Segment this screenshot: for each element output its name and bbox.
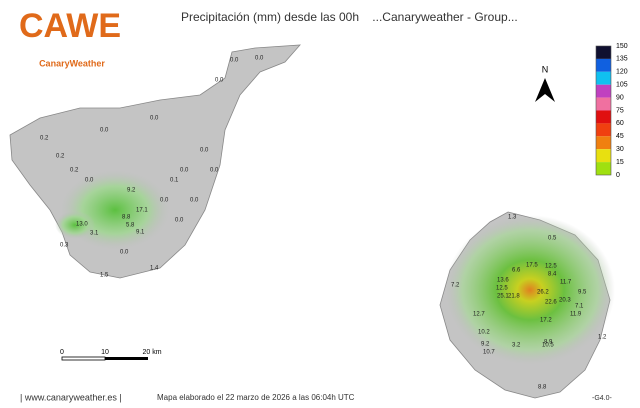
legend-swatch (596, 136, 611, 150)
legend-swatch (596, 149, 611, 163)
legend-label: 120 (616, 69, 628, 76)
reading: 22.6 (545, 300, 557, 306)
reading: 25.1 (497, 294, 509, 300)
legend-label: 90 (616, 94, 624, 101)
reading: 10.5 (542, 343, 554, 349)
reading: 11.7 (560, 280, 572, 286)
legend-label: 45 (616, 133, 624, 140)
legend-label: 135 (616, 56, 628, 63)
reading: 26.2 (537, 290, 549, 296)
reading: 3.1 (90, 231, 99, 237)
scale-label: 10 (101, 349, 109, 356)
reading: 0.3 (60, 243, 69, 249)
reading: 0.2 (56, 154, 65, 160)
rain-area (55, 211, 95, 239)
reading: 0.0 (255, 56, 264, 62)
reading: 5.8 (126, 223, 135, 229)
reading: 9.5 (578, 290, 587, 296)
legend-swatch (596, 162, 611, 175)
scale-bar: 0 10 20 km (60, 349, 162, 361)
reading: 10.7 (483, 350, 495, 356)
reading: 21.8 (508, 294, 520, 300)
reading: 3.2 (512, 343, 521, 349)
legend-swatch (596, 46, 611, 59)
reading: 1.4 (150, 266, 159, 272)
reading: 0.0 (230, 58, 239, 64)
legend-label: 75 (616, 107, 624, 114)
reading: 0.0 (215, 78, 224, 84)
legend-swatch (596, 84, 611, 98)
reading: 12.5 (496, 286, 508, 292)
scale-label: 0 (60, 349, 64, 356)
reading: 0.0 (85, 178, 94, 184)
reading: 17.2 (540, 318, 552, 324)
reading: 0.5 (548, 236, 557, 242)
legend-label: 60 (616, 120, 624, 127)
reading: 12.5 (545, 264, 557, 270)
legend-label: 30 (616, 146, 624, 153)
reading: 0.0 (150, 116, 159, 122)
legend-label: 150 (616, 43, 628, 50)
reading: 9.2 (481, 342, 490, 348)
reading: 17.1 (136, 208, 148, 214)
reading: 0.0 (120, 250, 129, 256)
legend-swatch (596, 58, 611, 72)
scale-label: 20 km (142, 349, 161, 356)
logo-name: CanaryWeather (39, 58, 105, 68)
reading: 7.1 (575, 304, 584, 310)
logo-letters: CAWE (19, 7, 121, 45)
reading: 0.0 (210, 168, 219, 174)
reading: 20.3 (559, 298, 571, 304)
reading: 11.9 (570, 312, 582, 318)
footer-made: Mapa elaborado el 22 marzo de 2026 a las… (157, 393, 355, 402)
legend-label: 15 (616, 159, 624, 166)
subtitle: ...Canaryweather - Group... (372, 10, 517, 24)
reading: 1.3 (508, 215, 517, 221)
reading: 7.2 (451, 283, 460, 289)
reading: 0.2 (70, 168, 79, 174)
legend-swatch (596, 71, 611, 85)
reading: 8.8 (122, 215, 131, 221)
north-arrow (535, 78, 555, 102)
reading: 8.4 (548, 272, 557, 278)
reading: 9.1 (136, 230, 145, 236)
reading: 17.5 (526, 263, 538, 269)
reading: 0.0 (180, 168, 189, 174)
reading: 13.6 (497, 278, 509, 284)
reading: 0.0 (200, 148, 209, 154)
legend-swatch (596, 110, 611, 124)
tenerife (9, 44, 301, 279)
reading: 10.2 (478, 330, 490, 336)
title: Precipitación (mm) desde las 00h (181, 10, 359, 24)
reading: 1.5 (100, 273, 109, 279)
legend-label: 105 (616, 82, 628, 89)
logo: CAWE CanaryWeather (19, 7, 121, 68)
reading: 0.1 (170, 178, 179, 184)
reading: 8.8 (538, 385, 547, 391)
legend-swatch (596, 123, 611, 137)
reading: 0.0 (190, 198, 199, 204)
reading: 13.0 (76, 222, 88, 228)
reading: 12.7 (473, 312, 485, 318)
footer-version: -G4.0- (592, 395, 613, 402)
reading: 9.2 (127, 188, 136, 194)
footer-site[interactable]: | www.canaryweather.es | (20, 392, 122, 402)
reading: 0.0 (175, 218, 184, 224)
reading: 1.2 (598, 335, 607, 341)
legend-label: 0 (616, 172, 620, 179)
reading: 0.2 (40, 136, 49, 142)
north-label: N (542, 64, 549, 74)
rain-area (445, 215, 615, 365)
reading: 0.0 (160, 198, 169, 204)
reading: 8.9 (544, 340, 553, 346)
legend-frame (595, 45, 612, 176)
reading: 0.0 (100, 128, 109, 134)
reading: 6.6 (512, 268, 521, 274)
readings: 0.0 0.0 0.0 0.0 0.0 0.2 0.2 0.0 0.0 0.0 9.2 17.1 8.8… (40, 56, 607, 391)
legend-swatch (596, 97, 611, 111)
